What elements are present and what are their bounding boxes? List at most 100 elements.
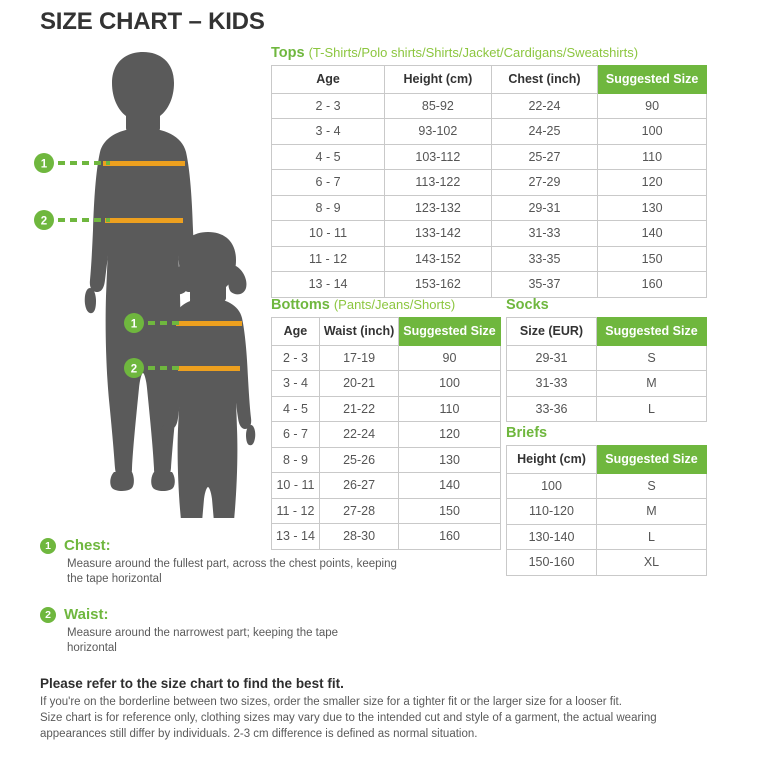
column-header: Suggested Size [398,317,501,346]
bottoms-caption-sub: (Pants/Jeans/Shorts) [333,297,456,312]
table-cell: 133-142 [384,220,492,247]
table-row: 100 S [506,472,707,499]
briefs-table: Height (cm) Suggested Size 100 S 110-120 M 13… [506,445,707,576]
table-cell: 31-33 [506,370,597,397]
table-row: 150-160 XL [506,549,707,576]
table-cell: 27-28 [318,497,400,524]
table-header-row: Age Height (cm) Chest (inch) Suggested Size [270,65,707,94]
legend-item-waist: 2 Waist: Measure around the narrowest pa… [40,605,440,656]
svg-text:1: 1 [131,319,138,331]
table-cell: 33-36 [506,395,597,422]
table-row: 6 - 7 22-24 120 [271,421,501,448]
table-row: 3 - 4 20-21 100 [271,370,501,397]
table-row: 4 - 5 103-112 25-27 110 [270,143,707,170]
table-row: 10 - 11 133-142 31-33 140 [270,220,707,247]
table-cell: 93-102 [384,118,492,145]
table-cell: 150 [398,497,501,524]
girl-waist-marker: 2 [124,358,144,378]
table-header-row: Height (cm) Suggested Size [506,445,707,474]
table-cell: 2 - 3 [271,344,320,371]
bottoms-caption-main: Bottoms [271,297,330,313]
table-cell: 31-33 [490,220,599,247]
socks-table: Size (EUR) Suggested Size 29-31 S 31-33 M 33-… [506,317,707,422]
table-row: 10 - 11 26-27 140 [271,472,501,499]
table-cell: 140 [597,220,707,247]
silhouette-illustrations: 1 2 [34,52,256,518]
table-cell: 130 [597,194,707,221]
tops-table: Age Height (cm) Chest (inch) Suggested Size… [270,65,707,298]
table-cell: 20-21 [318,370,400,397]
svg-text:1: 1 [41,159,48,171]
table-cell: 11 - 12 [271,497,320,524]
column-header: Suggested Size [596,445,707,474]
footer-line-1: If you're on the borderline between two … [40,696,622,708]
table-cell: 27-29 [490,169,599,196]
table-cell: 123-132 [384,194,492,221]
tops-caption-sub: (T-Shirts/Polo shirts/Shirts/Jacket/Card… [308,45,639,60]
boy-waist-tape [105,218,183,223]
table-cell: 29-31 [490,194,599,221]
table-cell: 17-19 [318,344,400,371]
column-header: Age [271,317,320,346]
table-cell: 22-24 [318,421,400,448]
footer-line-3: appearances still differ by individuals.… [40,728,478,740]
table-cell: 85-92 [384,92,492,119]
table-cell: 100 [506,472,597,499]
table-cell: 90 [398,344,501,371]
table-cell: 3 - 4 [270,118,386,145]
boy-chest-marker: 1 [34,153,54,173]
briefs-table-block: Briefs Height (cm) Suggested Size 100 S 110… [506,425,707,576]
table-cell: 26-27 [318,472,400,499]
table-row: 31-33 M [506,370,707,397]
measurement-legend: 1 Chest: Measure around the fullest part… [40,536,440,670]
table-cell: 150-160 [506,549,597,576]
table-cell: 110 [597,143,707,170]
table-cell: M [596,370,707,397]
table-cell: 100 [398,370,501,397]
table-row: 110-120 M [506,498,707,525]
boy-waist-marker: 2 [34,210,54,230]
table-row: 3 - 4 93-102 24-25 100 [270,118,707,145]
table-cell: 160 [398,523,501,550]
svg-text:2: 2 [131,364,137,376]
svg-text:2: 2 [41,216,47,228]
table-cell: 2 - 3 [270,92,386,119]
girl-chest-marker: 1 [124,313,144,333]
measurement-figures: 1 2 [30,48,270,518]
table-cell: 4 - 5 [271,395,320,422]
table-row: 11 - 12 143-152 33-35 150 [270,245,707,272]
table-cell: 24-25 [490,118,599,145]
table-cell: 11 - 12 [270,245,386,272]
page-title: SIZE CHART – KIDS [40,8,265,35]
girl-waist-tape [178,366,240,371]
socks-table-caption: Socks [506,297,707,313]
socks-table-block: Socks Size (EUR) Suggested Size 29-31 S 31-… [506,297,707,422]
table-row: 13 - 14 28-30 160 [271,523,501,550]
table-cell: XL [596,549,707,576]
legend-badge-1-icon: 1 [40,538,56,554]
table-cell: 21-22 [318,395,400,422]
table-cell: 33-35 [490,245,599,272]
table-cell: 120 [597,169,707,196]
table-cell: 22-24 [490,92,599,119]
table-cell: 25-26 [318,446,400,473]
table-cell: 10 - 11 [271,472,320,499]
table-cell: 8 - 9 [271,446,320,473]
legend-body-waist: Measure around the narrowest part; keepi… [67,627,339,654]
table-row: 33-36 L [506,395,707,422]
column-header: Height (cm) [384,65,492,94]
table-cell: 100 [597,118,707,145]
table-cell: L [596,523,707,550]
table-cell: 110 [398,395,501,422]
table-cell: 140 [398,472,501,499]
table-cell: 13 - 14 [271,523,320,550]
table-cell: 160 [597,271,707,298]
table-cell: 143-152 [384,245,492,272]
column-header: Waist (inch) [318,317,400,346]
table-row: 4 - 5 21-22 110 [271,395,501,422]
table-cell: L [596,395,707,422]
table-row: 29-31 S [506,344,707,371]
table-cell: 90 [597,92,707,119]
table-row: 8 - 9 123-132 29-31 130 [270,194,707,221]
